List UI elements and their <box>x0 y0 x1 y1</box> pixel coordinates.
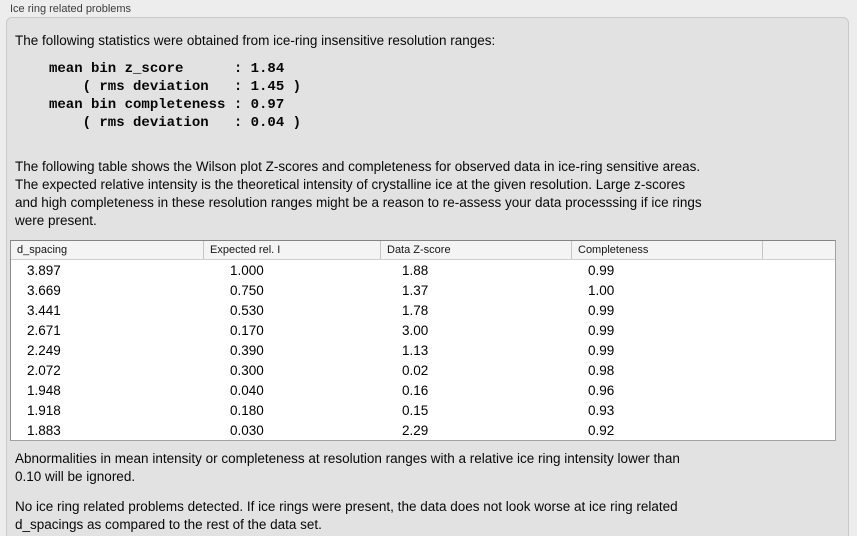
ice-ring-table: d_spacing Expected rel. I Data Z-score C… <box>10 240 836 441</box>
table-cell: 0.030 <box>230 422 264 438</box>
column-header-filler <box>762 241 835 259</box>
ice-ring-group-box: The following statistics were obtained f… <box>6 17 849 536</box>
table-cell: 0.170 <box>230 322 264 338</box>
table-cell: 2.072 <box>27 362 61 378</box>
table-cell: 0.99 <box>588 342 615 358</box>
table-cell: 3.669 <box>27 282 61 298</box>
table-cell: 1.78 <box>402 302 429 318</box>
table-cell: 0.96 <box>588 382 615 398</box>
table-body: 3.897 1.000 1.88 0.99 3.669 0.750 1.37 1.00 3.44… <box>11 260 835 440</box>
table-cell: 1.883 <box>27 422 61 438</box>
table-cell: 3.897 <box>27 262 61 278</box>
table-row[interactable]: 1.948 0.040 0.16 0.96 <box>11 380 835 400</box>
table-cell: 2.249 <box>27 342 61 358</box>
table-cell: 0.98 <box>588 362 615 378</box>
table-cell: 0.99 <box>588 302 615 318</box>
table-cell: 1.948 <box>27 382 61 398</box>
table-cell: 0.02 <box>402 362 429 378</box>
table-row[interactable]: 2.249 0.390 1.13 0.99 <box>11 340 835 360</box>
table-row[interactable]: 2.072 0.300 0.02 0.98 <box>11 360 835 380</box>
table-cell: 2.29 <box>402 422 429 438</box>
table-cell: 0.92 <box>588 422 615 438</box>
table-cell: 0.530 <box>230 302 264 318</box>
table-cell: 0.93 <box>588 402 615 418</box>
table-header-row: d_spacing Expected rel. I Data Z-score C… <box>11 241 835 260</box>
table-cell: 1.37 <box>402 282 429 298</box>
table-cell: 0.300 <box>230 362 264 378</box>
table-row[interactable]: 3.441 0.530 1.78 0.99 <box>11 300 835 320</box>
intro-text: The following statistics were obtained f… <box>15 33 496 48</box>
table-cell: 3.00 <box>402 322 429 338</box>
table-cell: 0.99 <box>588 262 615 278</box>
table-cell: 1.13 <box>402 342 429 358</box>
group-box-title: Ice ring related problems <box>10 3 132 15</box>
table-cell: 2.671 <box>27 322 61 338</box>
table-cell: 3.441 <box>27 302 61 318</box>
table-cell: 1.918 <box>27 402 61 418</box>
column-header-completeness[interactable]: Completeness <box>571 241 762 259</box>
table-cell: 1.00 <box>588 282 615 298</box>
table-row[interactable]: 3.669 0.750 1.37 1.00 <box>11 280 835 300</box>
ignore-note-text: Abnormalities in mean intensity or compl… <box>15 451 680 484</box>
table-cell: 0.390 <box>230 342 264 358</box>
table-description-text: The following table shows the Wilson plo… <box>15 159 702 228</box>
table-cell: 0.15 <box>402 402 429 418</box>
conclusion-text: No ice ring related problems detected. I… <box>15 499 678 532</box>
table-cell: 1.000 <box>230 262 264 278</box>
column-header-expected-rel-i[interactable]: Expected rel. I <box>203 241 380 259</box>
table-cell: 0.040 <box>230 382 264 398</box>
table-cell: 0.99 <box>588 322 615 338</box>
column-header-data-z-score[interactable]: Data Z-score <box>380 241 571 259</box>
stats-block: mean bin z_score : 1.84 ( rms deviation … <box>49 61 302 131</box>
table-cell: 0.750 <box>230 282 264 298</box>
table-cell: 0.16 <box>402 382 429 398</box>
column-header-d-spacing[interactable]: d_spacing <box>17 244 68 256</box>
table-row[interactable]: 1.918 0.180 0.15 0.93 <box>11 400 835 420</box>
table-row[interactable]: 2.671 0.170 3.00 0.99 <box>11 320 835 340</box>
table-cell: 0.180 <box>230 402 264 418</box>
table-cell: 1.88 <box>402 262 429 278</box>
table-row[interactable]: 1.883 0.030 2.29 0.92 <box>11 420 835 440</box>
table-row[interactable]: 3.897 1.000 1.88 0.99 <box>11 260 835 280</box>
